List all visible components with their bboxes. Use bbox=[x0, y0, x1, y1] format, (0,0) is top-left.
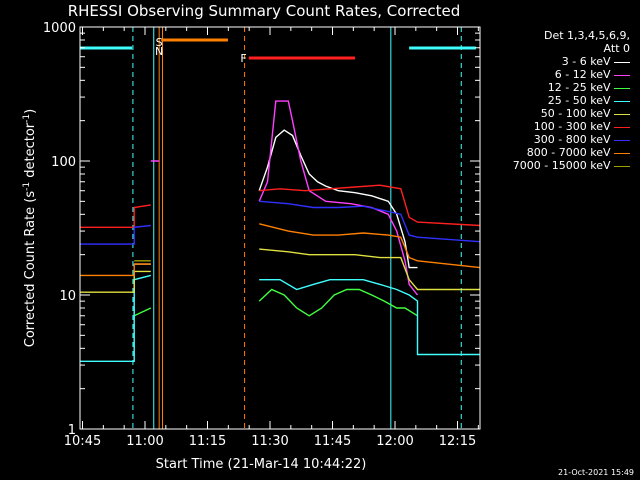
flare-label: F bbox=[240, 52, 246, 65]
legend-item-4: 50 - 100 keV bbox=[541, 107, 630, 120]
series-line-3 bbox=[80, 274, 480, 362]
y-axis-label-end: ) bbox=[23, 109, 38, 114]
legend-item-7: 800 - 7000 keV bbox=[527, 146, 630, 159]
x-tick-label-6: 12:15 bbox=[439, 434, 476, 449]
series-line-5 bbox=[80, 184, 481, 228]
legend-item-0: 3 - 6 keV bbox=[562, 55, 630, 68]
legend-swatch-6 bbox=[614, 139, 630, 141]
x-tick-label-3: 11:30 bbox=[251, 434, 288, 449]
legend-swatch-8 bbox=[614, 165, 630, 167]
y-axis-label-main: Corrected Count Rate (s bbox=[23, 191, 38, 348]
legend-label-7: 800 - 7000 keV bbox=[526, 146, 614, 159]
y-tick-label-1: 10 bbox=[59, 289, 76, 304]
series-line-2 bbox=[133, 288, 418, 317]
plot-frame bbox=[79, 26, 481, 430]
x-tick-label-2: 11:15 bbox=[189, 434, 226, 449]
series-line-6 bbox=[80, 200, 481, 245]
y-tick-label-0: 1 bbox=[68, 423, 76, 438]
legend-label-4: 50 - 100 keV bbox=[540, 107, 614, 120]
legend-swatch-2 bbox=[614, 87, 630, 89]
legend-label-1: 6 - 12 keV bbox=[554, 68, 614, 81]
legend-label-0: 3 - 6 keV bbox=[561, 55, 614, 68]
legend-swatch-5 bbox=[614, 126, 630, 128]
y-tick-label-2: 100 bbox=[51, 155, 76, 170]
legend-swatch-1 bbox=[614, 74, 630, 76]
legend-label-3: 25 - 50 keV bbox=[547, 94, 614, 107]
y-tick-label-3: 1000 bbox=[43, 21, 76, 36]
legend-item-3: 25 - 50 keV bbox=[548, 94, 630, 107]
x-tick-label-1: 11:00 bbox=[126, 434, 163, 449]
x-tick-label-0: 10:45 bbox=[64, 434, 101, 449]
series-line-1 bbox=[150, 100, 419, 296]
legend-item-1: 6 - 12 keV bbox=[555, 68, 630, 81]
legend-header-2: Att 0 bbox=[603, 42, 630, 55]
legend-swatch-7 bbox=[614, 152, 630, 154]
series-line-7 bbox=[80, 223, 481, 277]
chart-title: RHESSI Observing Summary Count Rates, Co… bbox=[68, 2, 461, 20]
series-layer bbox=[80, 100, 481, 362]
legend-swatch-4 bbox=[614, 113, 630, 115]
legend-item-5: 100 - 300 keV bbox=[534, 120, 630, 133]
legend-swatch-0 bbox=[614, 61, 630, 63]
y-axis-label-mid: detector bbox=[23, 122, 38, 182]
legend-item-6: 300 - 800 keV bbox=[534, 133, 630, 146]
x-tick-label-4: 11:45 bbox=[314, 434, 351, 449]
y-axis-label-sup-1: -1 bbox=[22, 182, 32, 191]
legend-label-8: 7000 - 15000 keV bbox=[512, 159, 614, 172]
legend-header-1: Det 1,3,4,5,6,9, bbox=[543, 29, 630, 42]
legend-swatch-3 bbox=[614, 100, 630, 102]
saa-label: S bbox=[156, 36, 163, 49]
legend-label-6: 300 - 800 keV bbox=[533, 133, 614, 146]
generated-timestamp: 21-Oct-2021 15:49 bbox=[558, 468, 634, 477]
series-line-4 bbox=[80, 248, 480, 293]
night-label: N bbox=[155, 45, 163, 58]
legend-item-2: 12 - 25 keV bbox=[548, 81, 630, 94]
y-axis-label-sup-2: -1 bbox=[22, 114, 32, 123]
axes: 10:45 11:00 11:15 11:30 11:45 12:00 12:15 1 10 10… bbox=[43, 21, 480, 449]
x-axis-label: Start Time (21-Mar-14 10:44:22) bbox=[156, 457, 367, 472]
x-tick-label-5: 12:00 bbox=[376, 434, 413, 449]
y-axis-label: Corrected Count Rate (s-1 detector-1) bbox=[22, 109, 38, 347]
legend-label-5: 100 - 300 keV bbox=[533, 120, 614, 133]
legend-label-2: 12 - 25 keV bbox=[547, 81, 614, 94]
legend-item-8: 7000 - 15000 keV bbox=[513, 159, 630, 172]
